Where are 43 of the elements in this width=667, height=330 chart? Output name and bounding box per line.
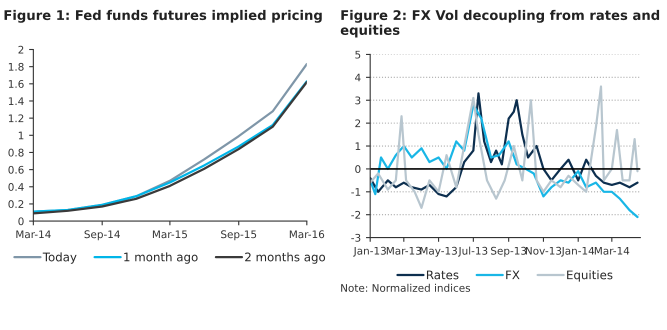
x-tick-label: Jul-13 — [458, 246, 488, 257]
x-tick-label: Nov-13 — [526, 246, 562, 255]
x-tick-label: May-13 — [420, 246, 457, 257]
legend-label: 2 months ago — [245, 252, 326, 264]
y-tick-label: 1 — [356, 142, 360, 150]
legend-label: Rates — [426, 270, 458, 280]
x-tick-label: Mar-14 — [16, 230, 51, 238]
x-tick-label: Mar-14 — [594, 246, 630, 255]
x-tick-label: Sep-15 — [221, 230, 256, 240]
y-tick-label: 3 — [355, 96, 360, 104]
y-tick-label: 0.4 — [8, 183, 24, 191]
x-tick-label: Mar-16 — [290, 230, 324, 238]
x-tick-label: Jan-14 — [561, 246, 594, 257]
x-tick-label: Jan-13 — [353, 246, 386, 257]
y-tick-label: -1 — [351, 188, 360, 196]
y-tick-label: 1.8 — [8, 62, 24, 71]
y-tick-label: 2 — [355, 119, 360, 128]
y-tick-label: -3 — [351, 234, 360, 242]
x-tick-label: Mar-13 — [386, 246, 421, 255]
y-tick-label: 1.4 — [8, 97, 24, 105]
y-tick-label: 0 — [18, 217, 24, 226]
y-tick-label: 0.2 — [8, 200, 24, 208]
legend-label: Equities — [567, 270, 612, 282]
legend-label: 1 month ago — [124, 252, 198, 264]
y-tick-label: 5 — [355, 50, 360, 59]
y-tick-label: 0 — [355, 165, 360, 174]
y-tick-label: 1.2 — [8, 114, 24, 122]
x-tick-label: Mar-15 — [152, 230, 187, 238]
y-tick-label: 0.6 — [8, 166, 24, 174]
text: Note: Normalized indices — [341, 284, 470, 292]
y-tick-label: 2 — [18, 46, 24, 54]
y-tick-label: -2 — [351, 210, 360, 219]
y-tick-label: 4 — [355, 74, 361, 82]
line-series — [370, 104, 639, 218]
chart-title: Figure 2: FX Vol decoupling from rates and equities — [340, 10, 660, 38]
y-tick-label: 1.6 — [8, 80, 24, 88]
legend-label: FX — [506, 270, 520, 280]
x-tick-label: Sep-14 — [84, 230, 120, 240]
x-tick-label: Sep-13 — [491, 246, 526, 257]
legend-label: Today — [42, 252, 77, 264]
y-tick-label: 0.8 — [8, 148, 24, 157]
chart-title: Figure 1: Fed funds futures implied pricing — [4, 10, 322, 23]
y-tick-label: 1 — [18, 132, 24, 140]
